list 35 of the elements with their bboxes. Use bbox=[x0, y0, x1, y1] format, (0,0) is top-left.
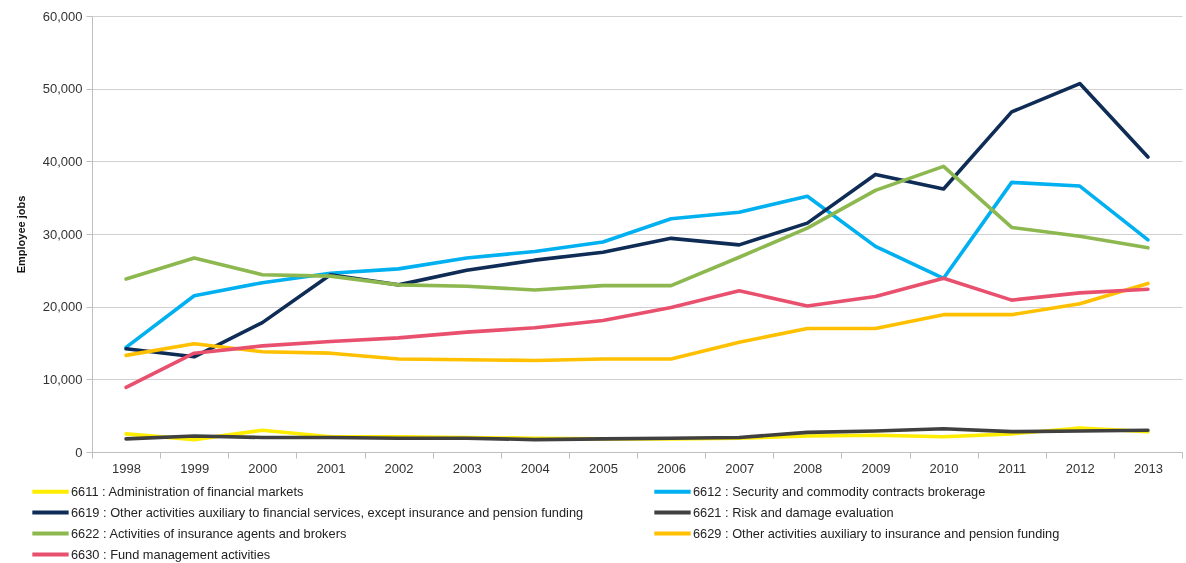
x-tick-label: 2006 bbox=[657, 460, 687, 476]
x-tick-label: 2012 bbox=[1065, 460, 1095, 476]
x-tick-label: 2013 bbox=[1133, 460, 1163, 476]
line-series bbox=[124, 276, 1150, 390]
line-series bbox=[124, 180, 1150, 350]
x-tick-label: 2007 bbox=[725, 460, 755, 476]
legend-label: 6621 : Risk and damage evaluation bbox=[693, 504, 894, 520]
x-tick-label: 1998 bbox=[112, 460, 142, 476]
x-tick-label: 2001 bbox=[316, 460, 346, 476]
x-tick-label: 1999 bbox=[180, 460, 210, 476]
legend-label: 6629 : Other activities auxiliary to insurance and pension funding bbox=[693, 525, 1060, 541]
legend-label: 6622 : Activities of insurance agents and brokers bbox=[71, 525, 347, 541]
y-tick-label: 50,000 bbox=[42, 81, 83, 97]
legend-label: 6619 : Other activities auxiliary to financial services, except insurance and pension funding bbox=[71, 504, 584, 520]
line-series bbox=[124, 164, 1150, 292]
legend-label: 6630 : Fund management activities bbox=[71, 546, 271, 562]
y-tick-label: 10,000 bbox=[42, 371, 83, 387]
x-tick-label: 2000 bbox=[248, 460, 278, 476]
y-tick-label: 60,000 bbox=[42, 8, 83, 24]
x-tick-label: 2008 bbox=[793, 460, 823, 476]
x-tick-label: 2009 bbox=[861, 460, 891, 476]
x-tick-label: 2003 bbox=[452, 460, 482, 476]
line-series bbox=[124, 281, 1150, 363]
legend-label: 6611 : Administration of financial markets bbox=[71, 483, 304, 499]
y-axis-title: Employee jobs bbox=[14, 195, 27, 274]
y-tick-label: 30,000 bbox=[42, 226, 83, 242]
y-tick-label: 0 bbox=[75, 444, 83, 460]
x-tick-label: 2002 bbox=[384, 460, 414, 476]
x-tick-label: 2004 bbox=[520, 460, 550, 476]
y-tick-label: 40,000 bbox=[42, 153, 83, 169]
x-tick-label: 2011 bbox=[998, 460, 1027, 476]
x-tick-label: 2010 bbox=[929, 460, 959, 476]
y-tick-label: 20,000 bbox=[42, 299, 83, 315]
legend-label: 6612 : Security and commodity contracts brokerage bbox=[693, 483, 986, 499]
x-tick-label: 2005 bbox=[588, 460, 618, 476]
